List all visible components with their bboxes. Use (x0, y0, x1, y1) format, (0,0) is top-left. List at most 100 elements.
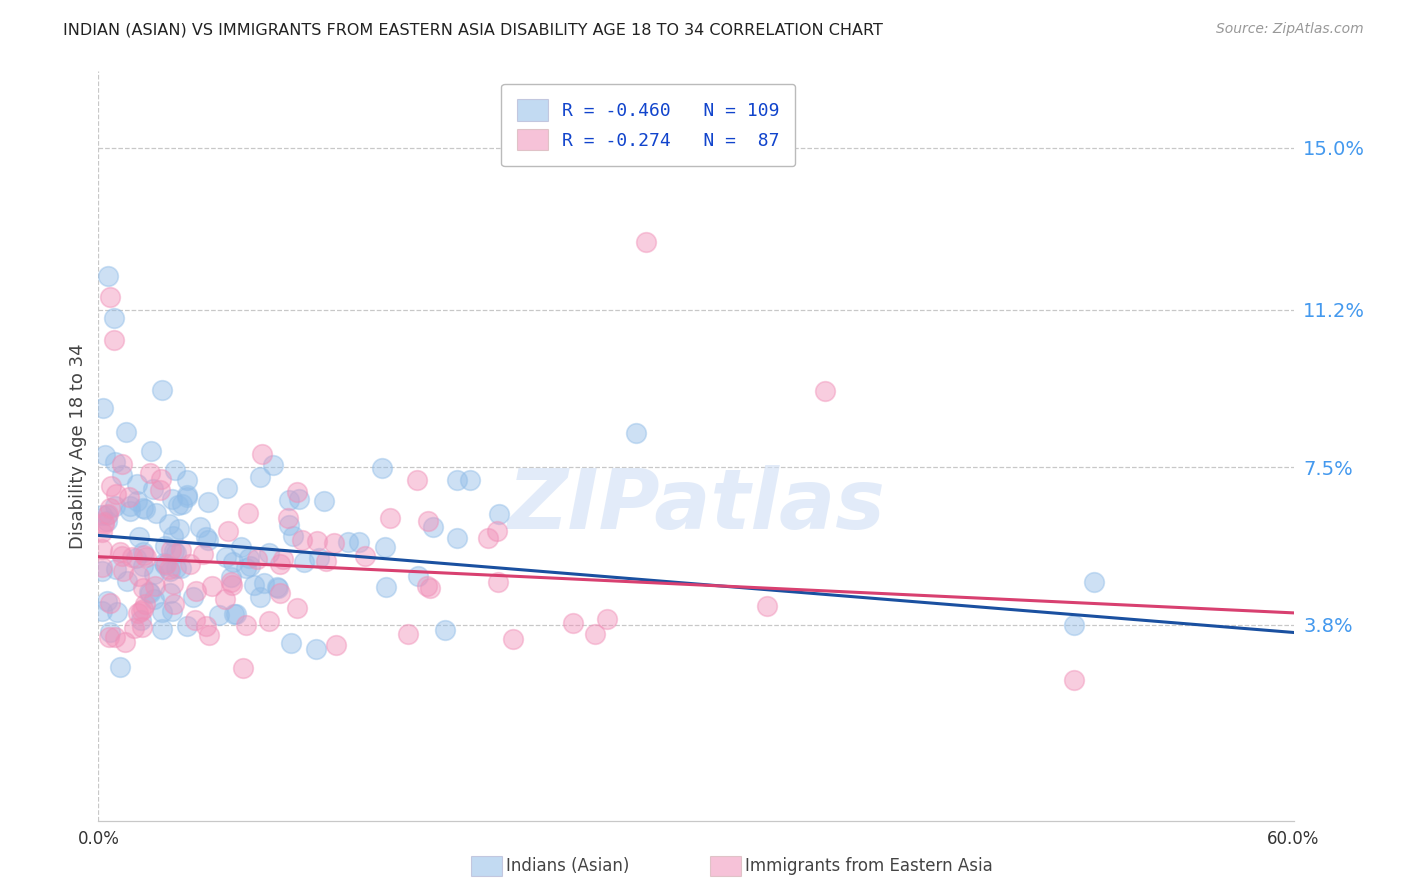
Point (814, 384, 837, 398)
Point (269, 558, 291, 572)
Point (103, 311, 125, 326)
Point (406, 473, 429, 487)
Point (155, 557, 177, 571)
Point (239, 558, 262, 573)
Point (488, 507, 510, 521)
Point (219, 575, 242, 590)
Point (422, 520, 444, 534)
Point (121, 549, 143, 564)
Point (243, 578, 266, 592)
Point (374, 540, 396, 554)
Point (118, 490, 141, 504)
Point (93, 515, 115, 529)
Point (323, 536, 346, 550)
Point (477, 531, 499, 545)
Point (160, 604, 183, 618)
Point (149, 472, 172, 486)
Point (176, 473, 198, 487)
Point (93, 517, 115, 532)
Point (434, 624, 457, 638)
Point (179, 557, 201, 571)
Point (378, 510, 401, 524)
Point (315, 554, 337, 568)
Point (291, 533, 314, 547)
Text: Source: ZipAtlas.com: Source: ZipAtlas.com (1216, 22, 1364, 37)
Point (131, 501, 153, 516)
Point (100, 479, 122, 493)
Point (94, 448, 117, 462)
Point (235, 561, 257, 575)
Point (162, 576, 184, 591)
Point (114, 635, 136, 649)
Text: ZIPatlas: ZIPatlas (508, 466, 884, 547)
Point (97, 268, 120, 283)
Point (152, 605, 174, 619)
Point (91, 542, 114, 557)
Point (249, 470, 271, 484)
Point (222, 555, 245, 569)
Point (91, 604, 114, 618)
Point (221, 578, 243, 592)
Point (194, 530, 217, 544)
Point (142, 482, 165, 496)
Point (128, 569, 150, 583)
Point (1063, 673, 1085, 688)
Point (143, 579, 166, 593)
Point (636, 235, 658, 249)
Text: Indians (Asian): Indians (Asian) (506, 857, 630, 875)
Point (104, 455, 127, 469)
Point (111, 457, 134, 471)
Point (396, 626, 419, 640)
Point (105, 562, 128, 576)
Point (114, 425, 136, 439)
Point (115, 574, 138, 588)
Point (165, 560, 187, 574)
Point (127, 494, 149, 508)
Point (235, 617, 257, 632)
Point (111, 467, 134, 482)
Point (325, 638, 347, 652)
Point (139, 466, 162, 480)
Point (214, 591, 236, 606)
Point (167, 498, 190, 512)
Point (153, 558, 176, 572)
Point (167, 522, 190, 536)
Point (104, 499, 127, 513)
Point (285, 484, 308, 499)
Point (170, 543, 193, 558)
Point (96, 594, 118, 608)
Point (349, 535, 371, 549)
Point (100, 501, 122, 516)
Point (112, 564, 135, 578)
Point (262, 458, 284, 472)
Point (129, 613, 152, 627)
Point (145, 507, 167, 521)
Point (162, 529, 184, 543)
Point (131, 559, 153, 574)
Point (285, 600, 308, 615)
Point (111, 549, 134, 563)
Point (110, 545, 132, 559)
Point (107, 605, 129, 619)
Point (280, 636, 302, 650)
Point (257, 614, 280, 628)
Point (153, 556, 176, 570)
Point (91, 560, 114, 574)
Point (132, 602, 155, 616)
Point (229, 540, 252, 554)
Point (502, 632, 524, 647)
Point (176, 488, 198, 502)
Point (215, 481, 238, 495)
Point (184, 584, 207, 599)
Point (128, 530, 150, 544)
Point (135, 549, 157, 564)
Point (150, 384, 173, 398)
Point (201, 579, 224, 593)
Point (125, 476, 148, 491)
Point (249, 590, 271, 604)
Point (98, 630, 121, 644)
Point (208, 608, 231, 623)
Point (281, 529, 304, 543)
Point (596, 612, 619, 626)
Point (120, 499, 142, 513)
